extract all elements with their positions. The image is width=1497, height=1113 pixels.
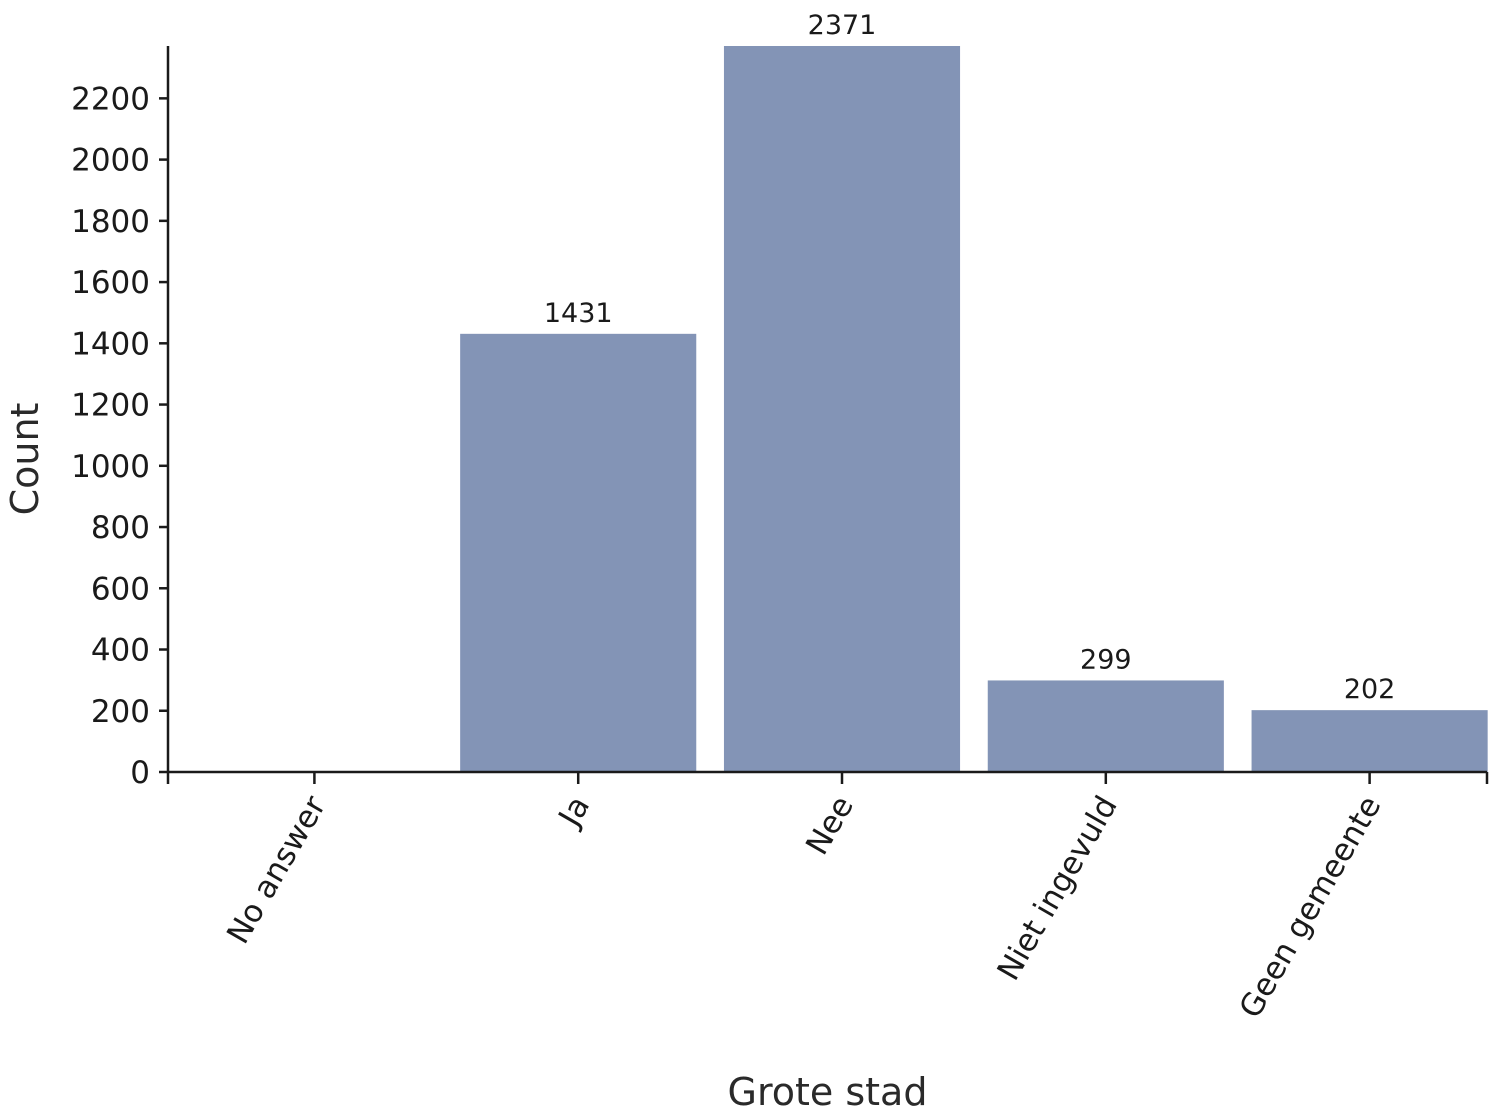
- x-tick-label: No answer: [220, 790, 333, 950]
- y-tick-label: 800: [91, 510, 150, 546]
- x-tick-label: Niet ingevuld: [990, 790, 1124, 987]
- bar-value-label: 299: [1080, 644, 1132, 675]
- bar-value-label: 202: [1344, 674, 1396, 705]
- bar-value-label: 2371: [808, 10, 877, 41]
- y-tick-label: 2000: [71, 143, 150, 179]
- x-axis-title: Grote stad: [728, 1070, 928, 1113]
- bar: [460, 333, 697, 772]
- bar: [987, 680, 1224, 772]
- y-axis-title: Count: [3, 403, 47, 516]
- y-tick-label: 0: [130, 755, 150, 791]
- x-tick-label: Nee: [799, 790, 861, 861]
- x-tick-label: Ja: [551, 790, 597, 834]
- y-tick-label: 1400: [71, 326, 150, 362]
- y-tick-label: 1800: [71, 204, 150, 240]
- bars-group: [460, 46, 1488, 772]
- y-tick-label: 200: [91, 694, 150, 730]
- y-tick-label: 400: [91, 633, 150, 669]
- bar-value-labels: 1431 2371 299 202: [544, 10, 1396, 705]
- y-tick-label: 2200: [71, 81, 150, 117]
- bar: [1251, 710, 1488, 772]
- y-tick-label: 600: [91, 571, 150, 607]
- y-tick-label: 1200: [71, 388, 150, 424]
- bar: [723, 46, 961, 772]
- x-tick-label: Geen gemeente: [1233, 790, 1389, 1024]
- y-tick-label: 1000: [71, 449, 150, 485]
- x-axis: No answer Ja Nee Niet ingevuld Geen gemeente: [166, 770, 1489, 1024]
- bar-value-label: 1431: [544, 298, 613, 329]
- y-axis: 0 200 400 600 800 1000 1200 1400 1600 1800 2000 220…: [71, 46, 170, 791]
- y-tick-label: 1600: [71, 265, 150, 301]
